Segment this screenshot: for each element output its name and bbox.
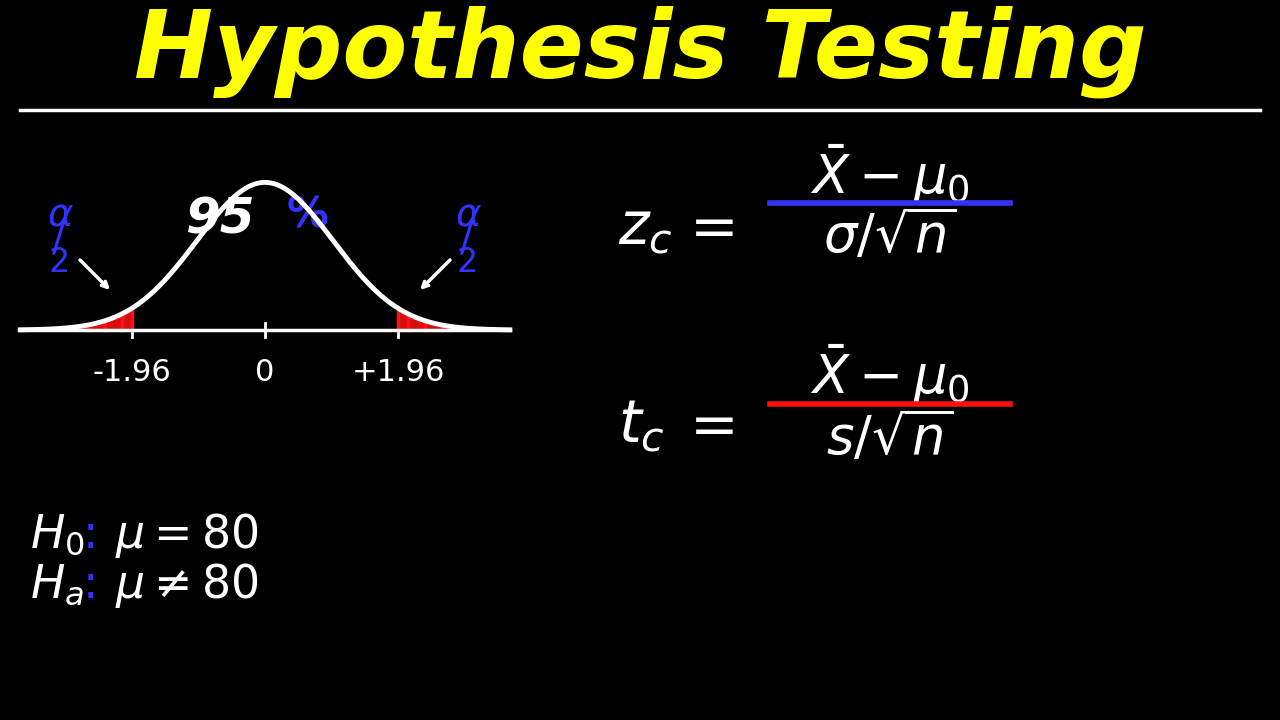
Text: $H_0$: $H_0$ <box>29 513 84 557</box>
Text: :: : <box>82 513 97 557</box>
Text: 95: 95 <box>186 196 255 244</box>
Text: $\alpha$: $\alpha$ <box>47 196 74 234</box>
Text: /: / <box>52 221 65 259</box>
Text: $H_a$: $H_a$ <box>29 562 84 608</box>
Text: %: % <box>287 194 329 236</box>
Polygon shape <box>398 309 509 330</box>
Text: $\bar{X} - \mu_0$: $\bar{X} - \mu_0$ <box>810 343 970 408</box>
Polygon shape <box>20 309 132 330</box>
Text: $s / \sqrt{n}$: $s / \sqrt{n}$ <box>827 410 954 466</box>
Text: Hypothesis Testing: Hypothesis Testing <box>133 6 1147 98</box>
Text: $=$: $=$ <box>678 397 733 454</box>
Text: +1.96: +1.96 <box>352 358 445 387</box>
Text: $=$: $=$ <box>678 199 733 256</box>
Text: $\bar{X} - \mu_0$: $\bar{X} - \mu_0$ <box>810 143 970 207</box>
Text: $\mu \neq 80$: $\mu \neq 80$ <box>115 560 259 610</box>
Text: 2: 2 <box>456 246 477 279</box>
Text: $t_c$: $t_c$ <box>618 397 664 454</box>
Text: 2: 2 <box>49 246 69 279</box>
Text: $\sigma / \sqrt{n}$: $\sigma / \sqrt{n}$ <box>823 208 956 264</box>
Text: $\alpha$: $\alpha$ <box>456 196 483 234</box>
Text: $\mu = 80$: $\mu = 80$ <box>115 510 259 559</box>
Text: :: : <box>82 562 97 608</box>
Text: /: / <box>461 221 474 259</box>
Text: $z_c$: $z_c$ <box>618 199 673 256</box>
Text: -1.96: -1.96 <box>92 358 172 387</box>
Text: 0: 0 <box>255 358 275 387</box>
